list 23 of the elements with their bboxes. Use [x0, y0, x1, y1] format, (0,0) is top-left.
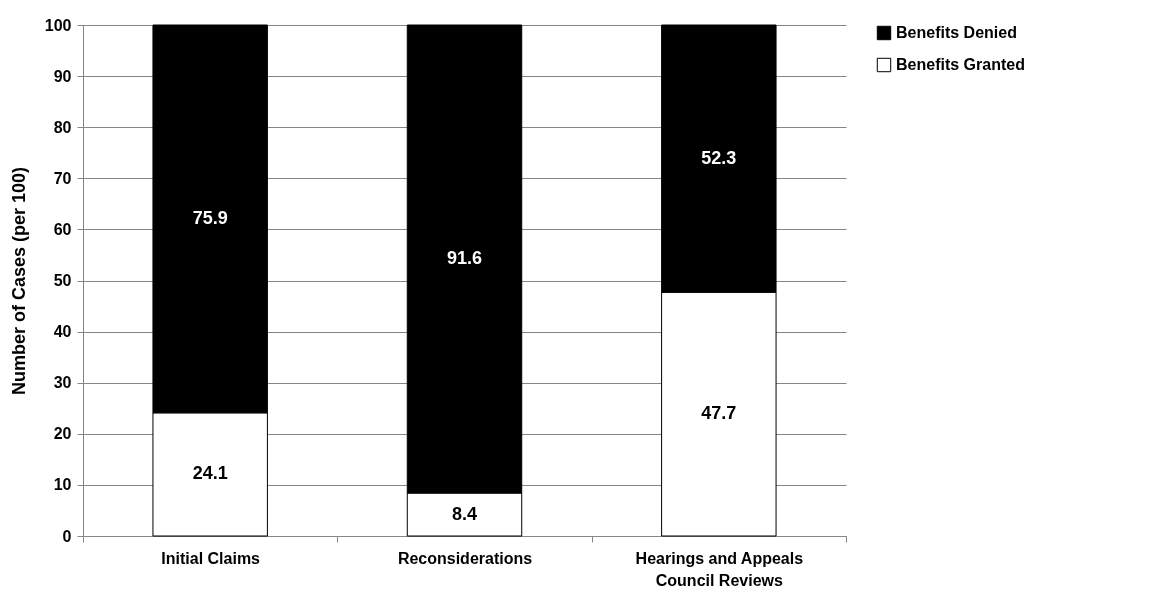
- legend-label: Benefits Granted: [896, 56, 1025, 73]
- y-tick-label: 30: [53, 374, 72, 392]
- y-tick-label: 80: [53, 118, 72, 136]
- y-tick-label: 20: [53, 425, 72, 443]
- y-tick-label: 50: [53, 272, 72, 289]
- x-tick-label: Hearings and Appeals Council Reviews: [635, 549, 804, 589]
- x-tick-label: Reconsiderations: [397, 549, 533, 567]
- y-tick-label: 60: [53, 220, 72, 238]
- y-tick-label: 0: [62, 527, 72, 545]
- x-tick-label: Initial Claims: [161, 549, 261, 567]
- data-label: 8.4: [451, 503, 478, 524]
- y-tick-label: 10: [53, 476, 72, 494]
- data-label: 47.7: [701, 403, 737, 424]
- data-label: 52.3: [701, 147, 737, 168]
- data-label: 91.6: [446, 248, 483, 269]
- y-tick-label: 70: [53, 169, 72, 187]
- legend-label: Benefits Denied: [896, 24, 1017, 41]
- data-label: 75.9: [192, 207, 228, 228]
- y-tick-label: 40: [53, 323, 72, 341]
- data-label: 24.1: [192, 463, 228, 484]
- y-tick-label: 100: [44, 16, 72, 34]
- y-tick-label: 90: [53, 67, 72, 85]
- y-axis-title: Number of Cases (per 100): [8, 166, 29, 396]
